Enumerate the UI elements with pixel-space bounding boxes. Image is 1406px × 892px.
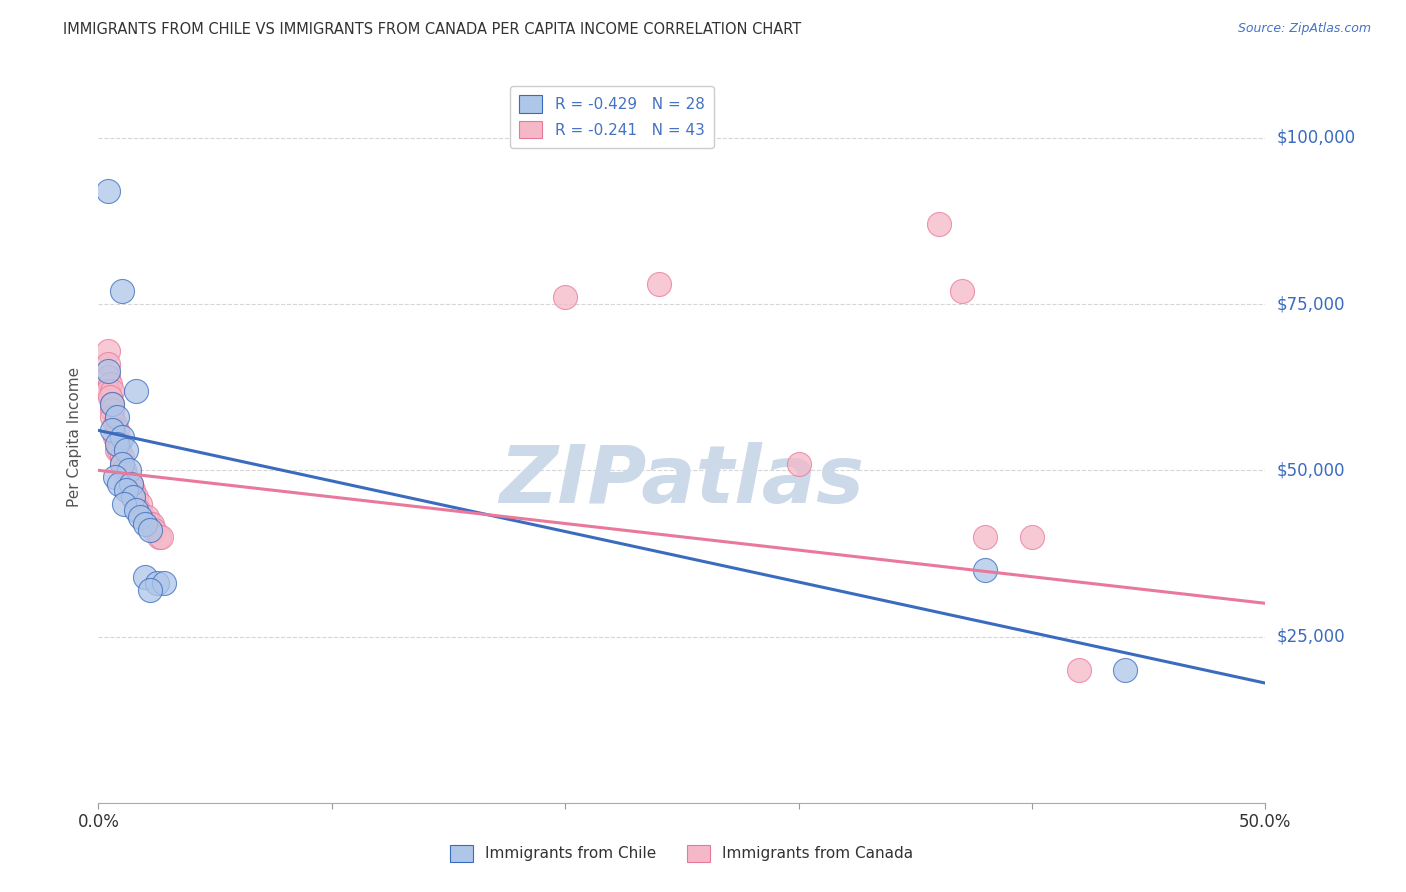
Point [125,503,148,517]
Text: Source: ZipAtlas.com: Source: ZipAtlas.com [1237,22,1371,36]
Point [148,530,170,544]
Point [134,570,156,584]
Point [101,397,124,411]
Y-axis label: Per Capita Income: Per Capita Income [67,367,83,508]
Point [101,410,124,425]
Point [108,436,131,450]
Point [97,370,120,384]
Point [787,457,810,471]
Point [132,509,155,524]
Point [928,217,950,231]
Point [104,470,127,484]
Legend: Immigrants from Chile, Immigrants from Canada: Immigrants from Chile, Immigrants from C… [444,838,920,868]
Text: $25,000: $25,000 [1277,628,1346,646]
Point [104,430,127,444]
Point [98,376,121,391]
Point [112,463,135,477]
Point [120,476,142,491]
Point [143,523,166,537]
Point [950,284,973,298]
Point [112,497,135,511]
Point [139,582,162,597]
Point [120,476,142,491]
Point [105,424,128,438]
Point [129,497,152,511]
Point [122,490,145,504]
Point [118,483,141,498]
Point [101,403,124,417]
Point [97,184,120,198]
Point [104,417,127,431]
Point [115,483,138,498]
Point [647,277,669,292]
Point [105,436,128,450]
Point [101,424,124,438]
Text: IMMIGRANTS FROM CHILE VS IMMIGRANTS FROM CANADA PER CAPITA INCOME CORRELATION CH: IMMIGRANTS FROM CHILE VS IMMIGRANTS FROM… [63,22,801,37]
Point [129,509,152,524]
Point [112,463,135,477]
Point [111,284,134,298]
Point [108,476,131,491]
Point [111,457,134,471]
Point [101,397,124,411]
Point [136,509,159,524]
Point [115,443,138,458]
Point [111,457,134,471]
Point [150,530,173,544]
Text: $100,000: $100,000 [1277,128,1355,147]
Point [125,384,148,398]
Point [111,430,134,444]
Point [122,483,145,498]
Point [98,390,121,404]
Point [1021,530,1043,544]
Point [105,410,128,425]
Point [122,490,145,504]
Point [97,363,120,377]
Point [101,384,124,398]
Point [152,576,174,591]
Point [97,357,120,371]
Text: $75,000: $75,000 [1277,295,1346,313]
Point [1067,663,1090,677]
Text: $50,000: $50,000 [1277,461,1346,479]
Point [118,463,141,477]
Point [134,516,156,531]
Point [111,450,134,464]
Text: ZIPatlas: ZIPatlas [499,442,865,520]
Point [105,443,128,458]
Point [1114,663,1136,677]
Point [127,503,149,517]
Point [141,516,163,531]
Point [974,530,997,544]
Point [108,443,131,458]
Point [139,523,162,537]
Point [139,516,162,531]
Point [974,563,997,577]
Point [146,576,169,591]
Point [97,343,120,358]
Point [125,490,148,504]
Point [115,470,138,484]
Point [554,290,576,304]
Point [97,384,120,398]
